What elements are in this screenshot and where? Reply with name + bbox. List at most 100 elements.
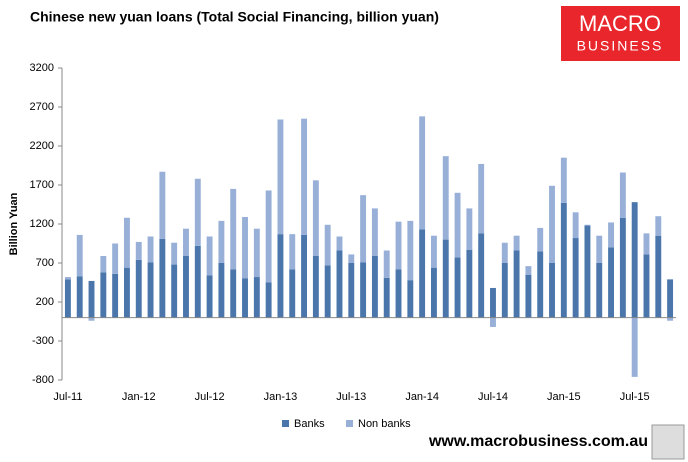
logo-icon <box>651 424 685 460</box>
bar <box>655 216 662 236</box>
bar <box>667 279 674 318</box>
bar <box>312 180 319 256</box>
bar <box>88 280 95 318</box>
logo-box <box>561 6 680 61</box>
bar <box>596 263 603 318</box>
bar <box>123 267 130 318</box>
x-tick-label: Jul-13 <box>336 391 366 403</box>
bar <box>371 208 378 256</box>
bar <box>419 229 426 318</box>
y-tick-label: 1700 <box>30 179 54 191</box>
y-tick-label: 3200 <box>30 62 54 74</box>
bar <box>572 238 579 318</box>
bar <box>242 278 248 318</box>
bar <box>490 287 496 318</box>
bar <box>466 249 473 318</box>
chart-title: Chinese new yuan loans (Total Social Fin… <box>30 9 439 25</box>
y-tick-label: 200 <box>36 296 54 308</box>
bar <box>289 269 296 318</box>
bar <box>336 236 343 251</box>
legend-swatch <box>282 420 289 427</box>
bar <box>631 317 638 377</box>
x-tick-label: Jul-11 <box>53 391 82 403</box>
bar <box>549 185 555 263</box>
bar <box>206 275 213 318</box>
bar <box>430 235 437 268</box>
x-tick-label: Jul-14 <box>478 391 508 403</box>
bar <box>135 241 142 260</box>
bar <box>371 255 378 318</box>
bar <box>501 263 508 318</box>
bar <box>572 212 579 239</box>
bar <box>537 251 544 318</box>
legend-swatch <box>346 420 353 427</box>
bar <box>265 190 272 283</box>
bar <box>76 234 83 277</box>
bar <box>407 220 414 281</box>
x-tick-label: Jan-15 <box>547 391 581 403</box>
bar <box>395 221 402 270</box>
bar <box>289 234 296 270</box>
y-axis-label: Billion Yuan <box>8 192 20 255</box>
bar <box>88 317 95 321</box>
bar <box>100 255 107 273</box>
bar <box>171 242 178 265</box>
bar <box>655 235 662 318</box>
bar <box>419 116 426 230</box>
bar <box>171 264 178 318</box>
bar <box>383 250 390 278</box>
bar <box>525 274 532 318</box>
bar <box>194 178 201 246</box>
bar <box>277 119 284 235</box>
bar <box>253 228 260 278</box>
x-tick-label: Jul-15 <box>620 391 650 403</box>
bar <box>513 250 520 318</box>
logo-text: BUSINESS <box>577 38 664 54</box>
bar <box>183 255 189 318</box>
bar <box>584 225 591 318</box>
bar <box>301 234 308 318</box>
bar <box>360 195 367 263</box>
bar <box>159 171 166 239</box>
bar <box>348 254 355 263</box>
bar <box>64 277 71 280</box>
bar <box>631 202 638 318</box>
x-tick-label: Jan-12 <box>122 391 156 403</box>
bar <box>442 239 449 318</box>
bar <box>112 243 119 274</box>
bar <box>230 269 237 318</box>
bar <box>667 317 674 321</box>
bar <box>383 277 390 318</box>
bar <box>490 317 496 327</box>
bar <box>100 272 107 318</box>
bar <box>643 233 650 255</box>
bar <box>466 208 473 250</box>
bar <box>312 255 319 318</box>
bar <box>183 228 189 256</box>
bar <box>301 118 308 235</box>
bar <box>395 269 402 318</box>
bar <box>218 220 225 263</box>
bar <box>560 202 567 318</box>
bar <box>454 257 461 318</box>
bar <box>454 192 461 258</box>
bar <box>64 279 71 318</box>
bar <box>123 217 130 268</box>
x-tick-label: Jan-14 <box>405 391 439 403</box>
y-tick-label: 700 <box>36 257 54 269</box>
bar <box>242 216 248 279</box>
bar <box>619 217 626 318</box>
bar <box>348 263 355 318</box>
y-tick-label: -800 <box>32 374 54 386</box>
bar <box>112 273 119 318</box>
bar <box>478 233 485 318</box>
y-tick-label: -300 <box>32 335 54 347</box>
bar <box>442 156 449 240</box>
x-tick-label: Jan-13 <box>264 391 298 403</box>
bar <box>147 262 154 318</box>
footer: www.macrobusiness.com.au <box>428 433 648 450</box>
bar <box>549 263 555 318</box>
bar <box>360 262 367 318</box>
bar <box>147 236 154 263</box>
